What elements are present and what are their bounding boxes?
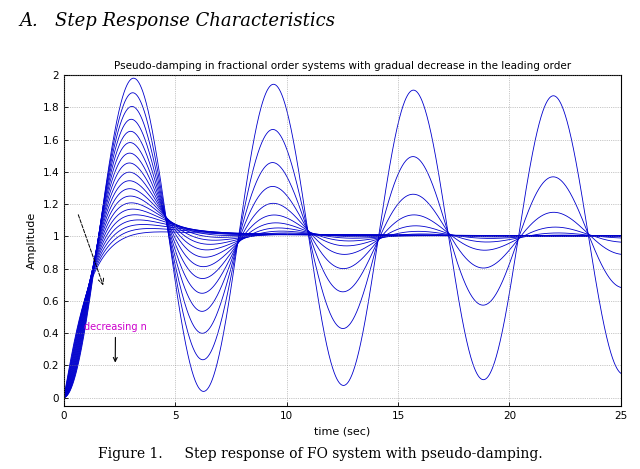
Text: decreasing n: decreasing n	[84, 322, 147, 361]
Title: Pseudo-damping in fractional order systems with gradual decrease in the leading : Pseudo-damping in fractional order syste…	[114, 61, 571, 71]
Text: A.   Step Response Characteristics: A. Step Response Characteristics	[19, 12, 335, 30]
X-axis label: time (sec): time (sec)	[314, 426, 371, 436]
Text: Figure 1.     Step response of FO system with pseudo-damping.: Figure 1. Step response of FO system wit…	[98, 446, 542, 461]
Y-axis label: Amplitude: Amplitude	[27, 212, 37, 269]
